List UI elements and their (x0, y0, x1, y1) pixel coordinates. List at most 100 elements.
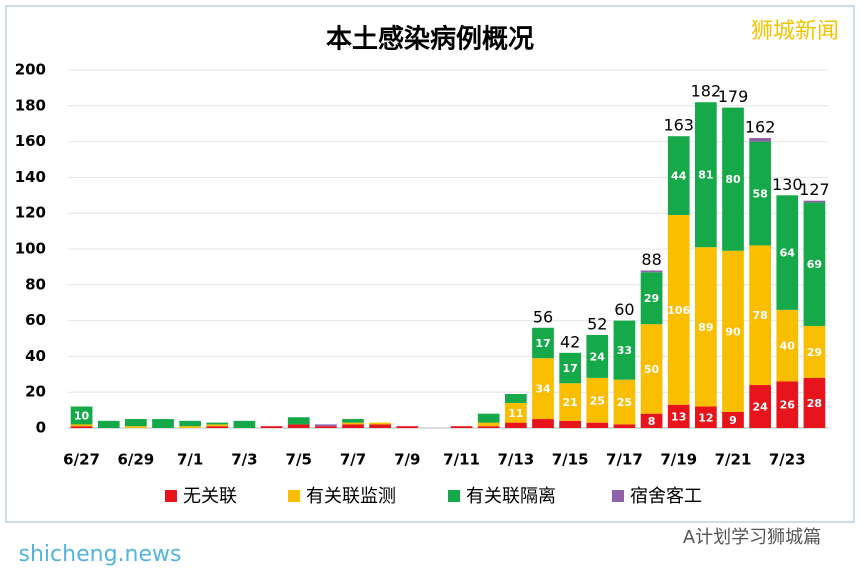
bar-segment (803, 377, 826, 428)
segment-label: 34 (535, 383, 551, 396)
bar-segment (342, 419, 364, 423)
bar-segment (640, 270, 663, 273)
bar-segment (586, 334, 609, 378)
bar-segment (749, 385, 771, 428)
segment-label: 40 (780, 340, 796, 353)
bar-segment (505, 402, 527, 423)
segment-label: 25 (590, 394, 605, 407)
bar-segment (776, 381, 799, 428)
bar-segment (722, 107, 744, 251)
bar-segment (749, 141, 771, 246)
bar-segment (233, 420, 256, 428)
legend-swatch (288, 490, 300, 502)
bar-segment (287, 424, 310, 428)
bar-segment (667, 404, 690, 428)
x-tick-label: 7/23 (769, 451, 806, 469)
segment-label: 13 (671, 410, 686, 423)
bar-segment (532, 419, 554, 428)
segment-label: 89 (698, 321, 713, 334)
bar-segment (342, 422, 364, 425)
segment-label: 50 (644, 363, 660, 376)
bar-segment (803, 325, 826, 378)
segment-label: 26 (780, 399, 796, 412)
bar-segment (586, 422, 609, 428)
x-tick-label: 7/1 (177, 451, 203, 469)
y-tick-label: 140 (15, 168, 46, 186)
bar-segment (722, 250, 744, 412)
segment-label: 21 (562, 396, 577, 409)
total-label: 182 (691, 82, 722, 101)
bar-segment (776, 309, 799, 382)
bar-segment (315, 426, 337, 428)
bar-segment (206, 422, 229, 425)
bar-segment (722, 411, 744, 428)
bar-segment (315, 424, 337, 427)
total-label: 127 (799, 180, 830, 199)
bar-segment (477, 422, 500, 427)
bar-segment (559, 383, 581, 421)
bar-segment (640, 413, 663, 428)
bar-segment (206, 426, 229, 428)
bar-segment (505, 393, 527, 403)
y-tick-label: 20 (25, 383, 46, 401)
bar-segment (342, 424, 364, 428)
segment-label: 12 (698, 411, 713, 424)
segment-label: 8 (648, 415, 656, 428)
segment-label: 24 (752, 401, 768, 414)
bar-segment (776, 195, 799, 310)
bar-segment (695, 102, 717, 248)
legend-label: 无关联 (183, 486, 237, 507)
segment-label: 9 (729, 414, 737, 427)
bar-segment (152, 419, 174, 428)
legend-label: 有关联监测 (306, 486, 396, 507)
segment-label: 11 (508, 407, 523, 420)
segment-label: 10 (74, 409, 90, 422)
segment-label: 90 (725, 325, 741, 338)
bar-segment (450, 426, 473, 428)
y-tick-label: 0 (36, 419, 46, 437)
bar-segment (70, 424, 93, 427)
segment-label: 29 (644, 292, 659, 305)
bar-segment (369, 424, 391, 428)
y-tick-label: 100 (15, 240, 46, 258)
bar-segment (613, 424, 636, 428)
bar-segment (532, 327, 554, 359)
bar-segment (70, 406, 93, 425)
bar-segment (586, 377, 609, 423)
y-tick-label: 180 (15, 96, 46, 114)
y-tick-label: 160 (15, 132, 46, 150)
segment-label: 58 (752, 188, 767, 201)
bar-segment (260, 426, 283, 428)
bar-segment (287, 417, 310, 425)
total-label: 88 (641, 250, 661, 269)
segment-label: 64 (780, 247, 796, 260)
bar-segment (613, 379, 636, 425)
bar-segment (667, 214, 690, 405)
x-tick-label: 7/7 (340, 451, 366, 469)
total-label: 130 (772, 175, 803, 194)
bar-segment (559, 420, 581, 428)
bar-segment (477, 413, 500, 423)
bar-segment (559, 352, 581, 384)
segment-label: 17 (535, 337, 550, 350)
legend-swatch (448, 490, 460, 502)
chart-title: 本土感染病例概况 (326, 25, 534, 55)
bar-segment (125, 419, 147, 427)
bar-segment (695, 247, 717, 407)
bar-segment (640, 324, 663, 414)
segment-label: 69 (807, 258, 822, 271)
bar-segment (640, 272, 663, 325)
y-tick-label: 60 (25, 311, 46, 329)
legend-swatch (612, 490, 624, 502)
x-tick-label: 6/29 (117, 451, 154, 469)
legend-label: 有关联隔离 (466, 486, 556, 507)
x-tick-label: 7/5 (286, 451, 312, 469)
x-tick-label: 7/21 (715, 451, 752, 469)
legend-swatch (165, 490, 177, 502)
bar-segment (70, 426, 93, 428)
y-tick-label: 200 (15, 61, 46, 79)
bar-segment (695, 406, 717, 428)
segment-label: 106 (667, 304, 690, 317)
x-tick-label: 7/17 (606, 451, 643, 469)
